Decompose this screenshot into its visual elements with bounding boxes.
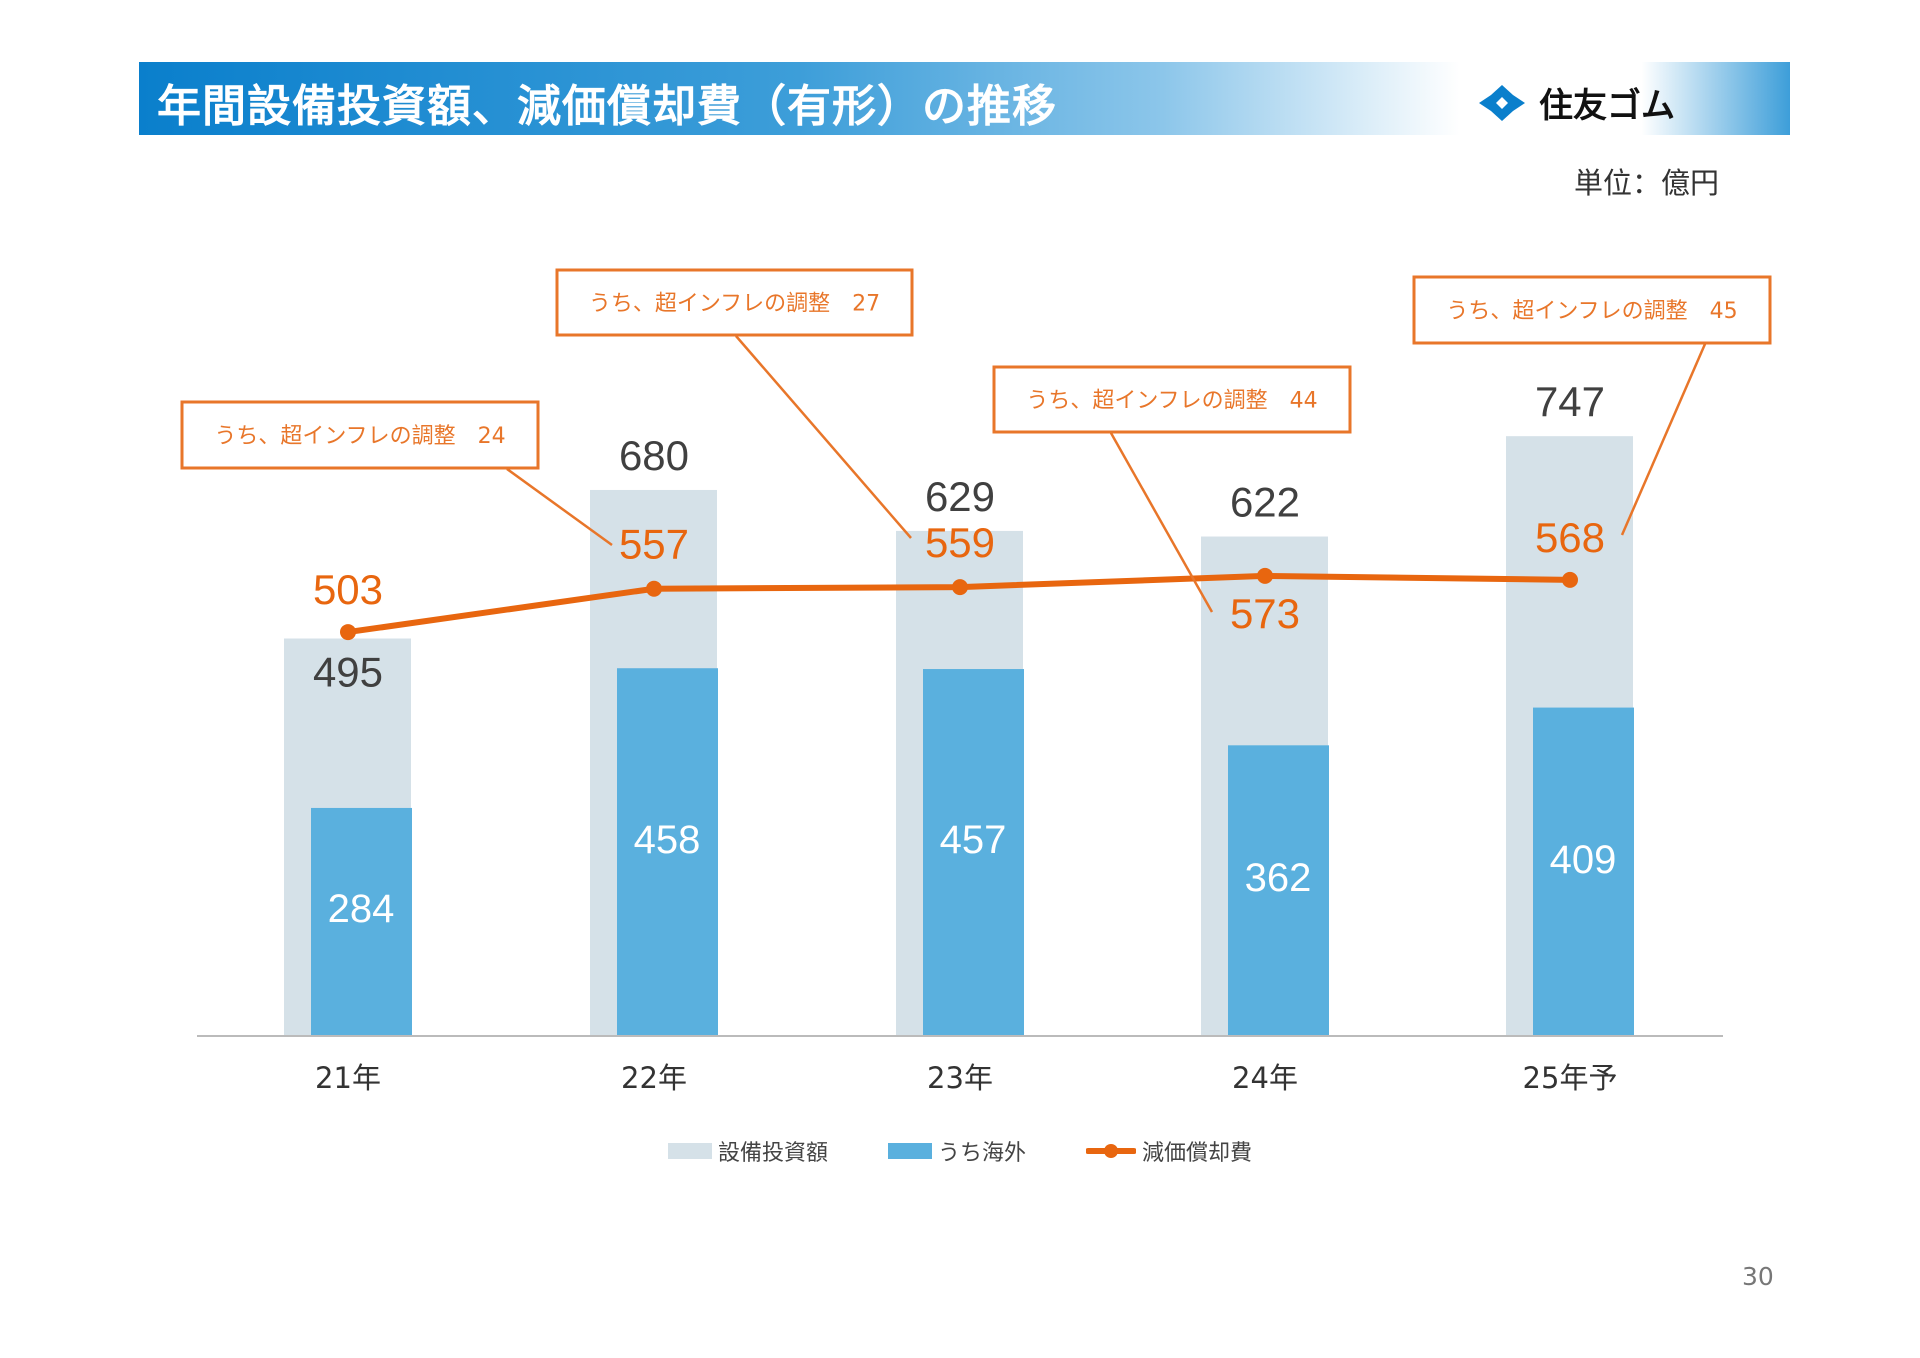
legend-label: 減価償却費 <box>1142 1141 1253 1166</box>
x-tick-label: 24年 <box>1232 1061 1298 1095</box>
legend-swatch <box>667 1143 712 1159</box>
legend: 設備投資額 うち海外 減価償却費 <box>0 1135 1920 1167</box>
legend-line-marker <box>1086 1144 1136 1158</box>
capex-value-label: 629 <box>925 473 995 520</box>
overseas-bar <box>1228 745 1329 1036</box>
callout-text: うち、超インフレの調整 45 <box>1446 299 1737 324</box>
depreciation-point <box>1257 567 1273 584</box>
depreciation-point <box>952 579 968 596</box>
callout-box <box>992 365 1352 434</box>
unit-label: 単位：億円 <box>1574 166 1720 200</box>
depreciation-value-label: 568 <box>1535 514 1605 561</box>
overseas-value-label: 409 <box>1550 838 1617 882</box>
capex-value-label: 622 <box>1230 479 1300 526</box>
callout-leader <box>1109 432 1214 613</box>
overseas-value-label: 362 <box>1245 856 1312 900</box>
page-number: 30 <box>1742 1262 1774 1291</box>
x-tick-label: 25年予 <box>1523 1061 1618 1095</box>
overseas-value-label: 284 <box>328 887 395 931</box>
capex-value-label: 680 <box>619 432 689 479</box>
callout-text: うち、超インフレの調整 27 <box>589 292 880 317</box>
callout-box <box>555 268 914 337</box>
x-tick-label: 23年 <box>927 1061 993 1095</box>
callout-box <box>180 400 540 470</box>
depreciation-value-label: 557 <box>619 521 689 568</box>
depreciation-point <box>1562 571 1578 588</box>
depreciation-value-label: 559 <box>925 519 995 566</box>
callout-text: うち、超インフレの調整 24 <box>214 424 505 449</box>
x-tick-label: 22年 <box>621 1061 687 1095</box>
callout-text: うち、超インフレの調整 44 <box>1026 389 1317 414</box>
callout-leader <box>506 467 613 547</box>
overseas-value-label: 457 <box>940 818 1007 862</box>
overseas-value-label: 458 <box>634 818 701 862</box>
x-tick-label: 21年 <box>315 1061 381 1095</box>
callout-leader <box>735 335 912 539</box>
legend-item-overseas: うち海外 <box>887 1135 1026 1167</box>
capex-value-label: 495 <box>313 649 383 696</box>
overseas-bar <box>617 668 718 1036</box>
legend-item-capex: 設備投資額 <box>667 1135 828 1167</box>
callout-leader <box>1620 343 1707 536</box>
legend-label: 設備投資額 <box>717 1141 828 1166</box>
callout-box <box>1412 275 1772 345</box>
legend-label: うち海外 <box>937 1141 1026 1166</box>
depreciation-value-label: 503 <box>313 566 383 613</box>
legend-item-depreciation: 減価償却費 <box>1086 1135 1252 1167</box>
logo-text: 住友ゴム <box>1539 86 1675 126</box>
overseas-bar <box>311 807 412 1036</box>
overseas-bar <box>1533 707 1634 1036</box>
depreciation-point <box>646 580 662 597</box>
page-title: 年間設備投資額、減価償却費（有形）の推移 <box>157 81 1057 132</box>
logo-mark-icon <box>1479 84 1525 121</box>
capex-value-label: 747 <box>1535 378 1605 425</box>
overseas-bar <box>923 669 1024 1036</box>
depreciation-value-label: 573 <box>1230 590 1300 637</box>
legend-swatch <box>887 1143 932 1159</box>
company-logo: 住友ゴム <box>1477 78 1675 127</box>
depreciation-point <box>340 624 356 641</box>
